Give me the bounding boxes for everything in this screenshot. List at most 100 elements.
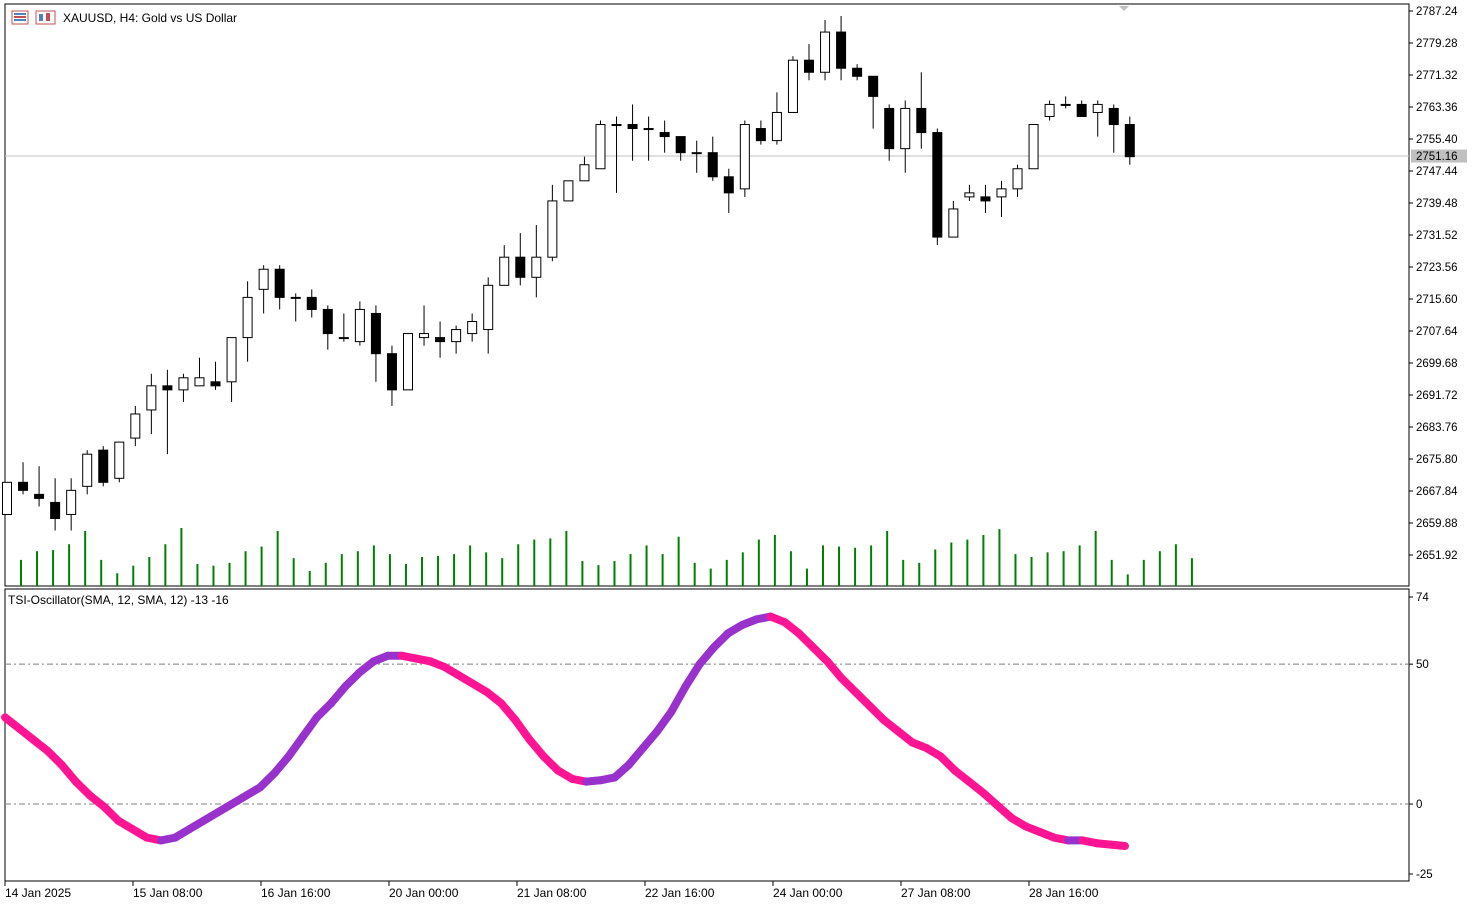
candle — [242, 281, 253, 362]
candle — [290, 293, 301, 322]
candle — [916, 72, 927, 149]
candle — [306, 289, 317, 318]
candle — [643, 116, 654, 161]
candle — [868, 75, 879, 129]
candle — [948, 200, 959, 238]
candle — [771, 92, 782, 145]
candle — [1108, 104, 1119, 153]
scroll-marker-icon[interactable] — [1119, 6, 1129, 11]
candle — [547, 184, 558, 262]
candle — [162, 369, 173, 455]
candle — [82, 450, 93, 495]
price-tick-label: 2691.72 — [1416, 390, 1458, 402]
candle — [515, 233, 526, 286]
price-tick-label: 2659.88 — [1416, 518, 1458, 530]
chart-icon[interactable] — [11, 10, 29, 25]
date-tick-label: 21 Jan 08:00 — [517, 886, 587, 900]
date-tick-label: 20 Jan 00:00 — [389, 886, 459, 900]
price-tick-label: 2675.80 — [1416, 454, 1458, 466]
date-tick-label: 14 Jan 2025 — [5, 886, 71, 900]
candle — [707, 136, 718, 181]
candle — [2, 481, 12, 515]
price-tick-label: 2683.76 — [1416, 422, 1458, 434]
indicator-tick-label: 74 — [1416, 592, 1429, 604]
candle — [739, 120, 750, 197]
tsi-segment — [653, 707, 676, 736]
candle — [1060, 96, 1071, 109]
candle — [322, 305, 333, 350]
price-tick-label: 2779.28 — [1416, 38, 1458, 50]
date-tick-label: 15 Jan 08:00 — [133, 886, 203, 900]
price-tick-label: 2715.60 — [1416, 294, 1458, 306]
candle — [146, 373, 157, 435]
candle — [1044, 100, 1055, 121]
candle — [370, 305, 381, 382]
candle — [194, 357, 205, 387]
candle — [611, 116, 622, 193]
candle — [274, 265, 285, 310]
indicator-tick-label: -25 — [1416, 869, 1433, 881]
candle — [884, 104, 895, 161]
candle — [820, 20, 831, 81]
candle — [354, 301, 365, 346]
price-pane[interactable] — [4, 3, 1410, 587]
tsi-segment — [1106, 840, 1129, 851]
candle — [386, 345, 397, 406]
date-tick-label: 28 Jan 16:00 — [1029, 886, 1099, 900]
date-tick-label: 27 Jan 08:00 — [901, 886, 971, 900]
candle — [836, 15, 847, 81]
candle — [691, 140, 702, 173]
candle — [900, 100, 911, 173]
indicator-tick-label: 50 — [1416, 659, 1429, 671]
tsi-segment — [511, 716, 534, 744]
tsi-line — [1, 612, 1129, 851]
candle — [1012, 164, 1023, 197]
candle — [996, 180, 1007, 217]
price-axis: 2787.24 2779.28 2771.32 2763.36 2755.40 2747.… — [1409, 6, 1458, 562]
price-tick-label: 2731.52 — [1416, 230, 1458, 242]
candle — [1124, 116, 1135, 165]
candle — [1076, 100, 1087, 117]
date-tick-label: 22 Jan 16:00 — [645, 886, 715, 900]
candle — [563, 180, 574, 202]
candle — [1028, 124, 1039, 170]
candle — [1092, 100, 1103, 137]
price-tick-label: 2763.36 — [1416, 102, 1458, 114]
date-tick-label: 16 Jan 16:00 — [261, 886, 331, 900]
price-tick-label: 2667.84 — [1416, 486, 1458, 498]
candle — [659, 120, 670, 153]
price-tick-label: 2723.56 — [1416, 262, 1458, 274]
candle — [787, 56, 798, 113]
volume-bars — [20, 528, 1193, 586]
candle — [210, 361, 221, 390]
candle — [852, 64, 863, 81]
candle — [675, 136, 686, 161]
price-tick-label: 2787.24 — [1416, 6, 1458, 18]
tsi-segment — [284, 732, 307, 761]
indicator-pane[interactable] — [4, 588, 1410, 882]
price-tick-label: 2755.40 — [1416, 134, 1458, 146]
candle — [114, 441, 125, 483]
tsi-segment — [667, 682, 690, 716]
candle — [964, 184, 975, 201]
candle — [34, 466, 45, 507]
candle — [531, 225, 542, 298]
candle — [755, 120, 766, 145]
candle — [723, 168, 734, 213]
candle — [595, 120, 606, 170]
candle — [579, 156, 590, 182]
candle — [499, 245, 510, 286]
date-tick-label: 24 Jan 00:00 — [773, 886, 843, 900]
indicator-label: TSI-Oscillator(SMA, 12, SMA, 12) -13 -16 — [8, 593, 229, 607]
candle — [419, 305, 430, 346]
chart-title: XAUUSD, H4: Gold vs US Dollar — [63, 11, 237, 25]
candle — [50, 478, 61, 531]
indicator-tick-label: 0 — [1416, 799, 1422, 811]
candle — [980, 184, 991, 213]
symbol-icon[interactable] — [35, 10, 56, 25]
candle — [226, 337, 237, 402]
date-axis: 14 Jan 2025 15 Jan 08:00 16 Jan 16:00 20 Ja… — [4, 881, 1099, 900]
price-tick-label: 2739.48 — [1416, 198, 1458, 210]
price-tick-label: 2707.64 — [1416, 326, 1458, 338]
